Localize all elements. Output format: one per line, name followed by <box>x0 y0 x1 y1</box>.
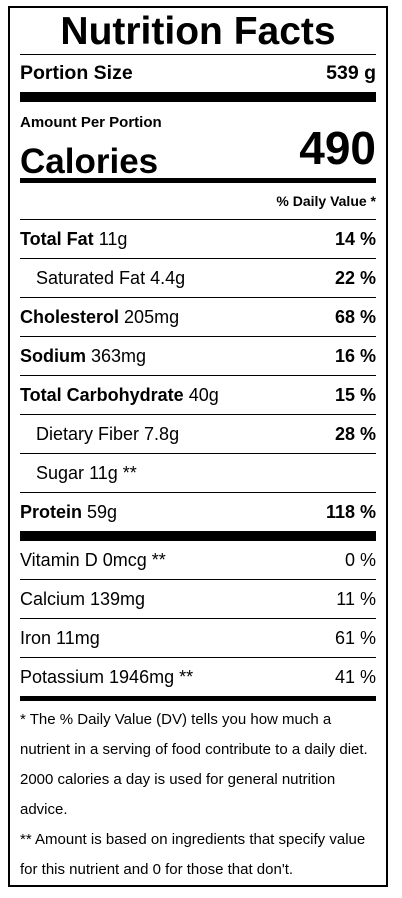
divider <box>20 375 376 376</box>
nutrient-name: Protein <box>20 501 83 522</box>
nutrient-name: Cholesterol <box>20 306 120 327</box>
nutrient-name: Total Fat <box>20 228 94 249</box>
nutrient-amount: 40g <box>188 384 219 405</box>
daily-value-header: % Daily Value * <box>20 183 376 219</box>
divider-thick <box>20 531 376 541</box>
divider <box>20 54 376 55</box>
amount-per-portion-label: Amount Per Portion <box>20 114 162 131</box>
portion-value: 539 g <box>326 62 376 84</box>
divider <box>20 618 376 619</box>
nutrient-row-sugar: Sugar 11g ** <box>20 454 376 492</box>
divider-thick <box>20 92 376 102</box>
nutrient-dv: 68 % <box>334 306 376 327</box>
vitamin-row-iron: Iron 11mg 61 % <box>20 619 376 657</box>
nutrient-row-cholesterol: Cholesterol 205mg 68 % <box>20 298 376 336</box>
nutrient-amount: 59g <box>87 501 118 522</box>
nutrient-dv: 28 % <box>334 423 376 444</box>
nutrient-amount: 205mg <box>124 306 180 327</box>
daily-value-header-text: % Daily Value * <box>276 193 376 209</box>
nutrient-dv: 22 % <box>334 267 376 288</box>
divider-medium <box>20 696 376 701</box>
vitamin-dv: 41 % <box>334 666 376 687</box>
divider <box>20 258 376 259</box>
divider <box>20 657 376 658</box>
nutrient-name: Saturated Fat <box>36 267 146 288</box>
divider <box>20 492 376 493</box>
divider <box>20 579 376 580</box>
vitamin-text: Calcium 139mg <box>20 588 146 609</box>
divider-medium <box>20 178 376 183</box>
nutrient-row-total-carbohydrate: Total Carbohydrate 40g 15 % <box>20 376 376 414</box>
nutrient-amount: 4.4g <box>150 267 186 288</box>
nutrient-dv: 16 % <box>334 345 376 366</box>
vitamin-dv: 0 % <box>344 549 376 570</box>
nutrient-name: Dietary Fiber <box>36 423 140 444</box>
footnote-daily-value: * The % Daily Value (DV) tells you how m… <box>20 711 368 818</box>
nutrient-amount: 11g <box>98 228 128 249</box>
divider <box>20 297 376 298</box>
nutrient-dv: 118 % <box>325 501 376 522</box>
vitamin-row-vitamin-d: Vitamin D 0mcg ** 0 % <box>20 541 376 579</box>
nutrient-amount: 363mg <box>91 345 147 366</box>
vitamin-dv: 61 % <box>334 627 376 648</box>
portion-row: Portion Size 539 g <box>20 55 376 92</box>
portion-label: Portion Size <box>20 62 133 84</box>
nutrient-row-dietary-fiber: Dietary Fiber 7.8g 28 % <box>20 415 376 453</box>
label-title: Nutrition Facts <box>60 10 336 53</box>
divider <box>20 453 376 454</box>
divider <box>20 219 376 220</box>
calories-label: Calories <box>20 142 159 181</box>
nutrient-row-total-fat: Total Fat 11g 14 % <box>20 220 376 258</box>
footnote-ingredients: ** Amount is based on ingredients that s… <box>20 831 366 878</box>
nutrient-row-saturated-fat: Saturated Fat 4.4g 22 % <box>20 259 376 297</box>
nutrient-dv: 15 % <box>334 384 376 405</box>
vitamin-row-calcium: Calcium 139mg 11 % <box>20 580 376 618</box>
vitamin-text: Iron 11mg <box>20 627 100 648</box>
nutrient-row-sodium: Sodium 363mg 16 % <box>20 337 376 375</box>
vitamin-dv: 11 % <box>336 588 376 609</box>
vitamin-row-potassium: Potassium 1946mg ** 41 % <box>20 658 376 696</box>
nutrient-name: Sugar <box>36 462 85 483</box>
nutrition-label: Nutrition Facts Portion Size 539 g Amoun… <box>8 6 388 887</box>
divider <box>20 336 376 337</box>
vitamin-text: Potassium 1946mg ** <box>20 666 194 687</box>
nutrient-amount: 11g ** <box>89 462 137 483</box>
nutrient-name: Total Carbohydrate <box>20 384 184 405</box>
calories-block: Amount Per Portion Calories 490 <box>20 102 376 181</box>
nutrient-dv: 14 % <box>334 228 376 249</box>
nutrient-amount: 7.8g <box>144 423 180 444</box>
nutrient-name: Sodium <box>20 345 86 366</box>
divider <box>20 414 376 415</box>
calories-value: 490 <box>299 122 376 174</box>
nutrient-row-protein: Protein 59g 118 % <box>20 493 376 531</box>
vitamin-text: Vitamin D 0mcg ** <box>20 549 166 570</box>
